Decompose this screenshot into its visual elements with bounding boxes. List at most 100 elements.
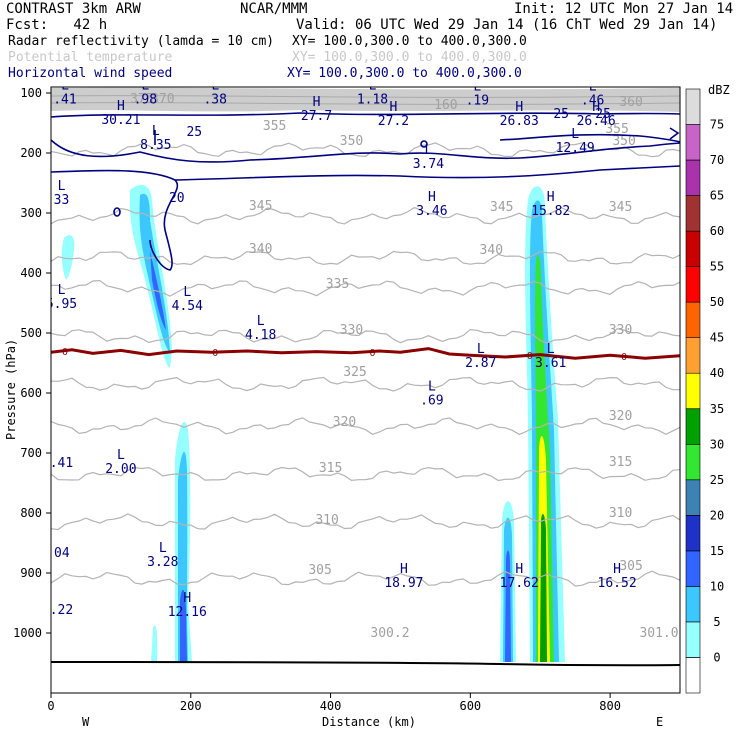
field-xy-3: XY= 100.0,300.0 to 400.0,300.0	[287, 66, 522, 81]
colorbar-swatch	[686, 267, 700, 303]
theta-label: 300.2	[370, 626, 409, 641]
theta-label: 325	[343, 365, 366, 380]
colorbar-label: 75	[710, 118, 724, 132]
colorbar-swatch	[686, 658, 700, 694]
extrema-value: .04	[46, 546, 70, 561]
x-axis-west-label: W	[82, 715, 90, 729]
plot-frame	[51, 87, 680, 693]
freezing-label: 0	[62, 347, 68, 358]
theta-label: 345	[609, 200, 632, 215]
extrema-value: 12.49	[556, 141, 595, 156]
wind-contour-arrow	[670, 128, 678, 139]
forecast-hour: Fcst: 42 h	[6, 17, 107, 33]
freezing-level-line	[51, 349, 680, 359]
extrema-letter: H	[390, 100, 398, 115]
colorbar-label: 25	[710, 473, 724, 487]
theta-label: 315	[609, 455, 632, 470]
colorbar-swatch	[686, 409, 700, 445]
colorbar-swatch	[686, 338, 700, 374]
extrema-letter: H	[400, 562, 408, 577]
freezing-label: 0	[369, 348, 375, 359]
terrain-line	[51, 662, 680, 665]
theta-label: 310	[315, 513, 338, 528]
theta-label: 310	[609, 506, 632, 521]
colorbar-label: 15	[710, 544, 724, 558]
colorbar-label: 60	[710, 224, 724, 238]
valid-time: Valid: 06 UTC Wed 29 Jan 14 (16 ChT Wed …	[296, 17, 717, 33]
x-tick-label: 200	[180, 699, 202, 713]
theta-label: 301.0	[639, 626, 678, 641]
extrema-letter: H	[592, 100, 600, 115]
theta-label: 355	[263, 119, 286, 134]
theta-label: 330	[340, 323, 363, 338]
extrema-letter: L	[424, 143, 432, 158]
theta-label: 320	[609, 409, 632, 424]
extrema-letter: H	[613, 562, 621, 577]
extrema-letter: H	[547, 190, 555, 205]
extrema-value: .41	[53, 92, 76, 107]
colorbar-swatch	[686, 622, 700, 658]
extrema-letter: L	[152, 124, 160, 139]
extrema-value: 3.61	[535, 356, 566, 371]
y-axis: 100 200 300 400 500 600 700 800 900 1000	[13, 86, 51, 640]
extrema-value: 17.62	[500, 576, 539, 591]
theta-label: 330	[609, 323, 632, 338]
colorbar-label: 35	[710, 402, 724, 416]
extrema-value: 2.87	[465, 356, 496, 371]
extrema-value: 4.18	[245, 328, 276, 343]
y-tick-label: 200	[20, 146, 42, 160]
colorbar-label: 40	[710, 366, 724, 380]
extrema-value: .19	[466, 94, 489, 109]
theta-contour-305	[51, 571, 680, 586]
extrema-value: 30.21	[101, 113, 140, 128]
extrema-value: 33	[54, 193, 70, 208]
theta-label: 340	[480, 243, 503, 258]
extrema-value: 15.82	[531, 204, 570, 219]
init-time: Init: 12 UTC Mon 27 Jan 14	[514, 1, 733, 17]
model-title: CONTRAST 3km ARW	[6, 1, 141, 17]
center-label: NCAR/MMM	[240, 1, 307, 17]
extrema-value: .41	[50, 456, 73, 471]
field-xy-2: XY= 100.0,300.0 to 400.0,300.0	[292, 50, 527, 65]
theta-label: 335	[326, 277, 349, 292]
colorbar-label: 20	[710, 508, 724, 522]
theta-contour-315	[51, 468, 680, 481]
extrema-letter: L	[477, 342, 485, 357]
freezing-label: 0	[621, 352, 627, 363]
extrema-value: 18.97	[384, 576, 423, 591]
extrema-value: 27.2	[378, 114, 409, 129]
wind-label: 25	[186, 125, 202, 140]
x-tick-label: 600	[459, 699, 481, 713]
extrema-value: 8.35	[140, 138, 171, 153]
colorbar-swatch	[686, 89, 700, 125]
x-tick-label: 0	[47, 699, 54, 713]
extrema-value: 12.16	[168, 605, 207, 620]
y-tick-label: 600	[20, 386, 42, 400]
field-name-1: Radar reflectivity (lamda = 10 cm)	[8, 34, 274, 49]
colorbar-label: 55	[710, 260, 724, 274]
freezing-label: 0	[527, 351, 533, 362]
extrema-value: 27.7	[301, 109, 332, 124]
extrema-value: .38	[203, 92, 226, 107]
y-tick-label: 800	[20, 506, 42, 520]
y-tick-label: 400	[20, 266, 42, 280]
extrema-value: .22	[50, 603, 73, 618]
extrema-letter: H	[515, 562, 523, 577]
extrema-value: 26.83	[500, 114, 539, 129]
colorbar-swatch	[686, 125, 700, 161]
extrema-letter: L	[58, 179, 66, 194]
theta-label: 345	[249, 199, 272, 214]
colorbar-swatch	[686, 480, 700, 516]
cross-section-figure: CONTRAST 3km ARW NCAR/MMM Init: 12 UTC M…	[0, 0, 740, 740]
theta-label: 305	[619, 559, 642, 574]
theta-label: 315	[319, 461, 342, 476]
x-axis-east-label: E	[656, 715, 663, 729]
field-xy-1: XY= 100.0,300.0 to 400.0,300.0	[292, 34, 527, 49]
theta-label: 340	[249, 242, 272, 257]
colorbar-swatch	[686, 231, 700, 267]
field-name-3: Horizontal wind speed	[8, 66, 172, 81]
colorbar-unit: dBZ	[708, 83, 730, 97]
theta-label: 350	[340, 134, 363, 149]
wind-label: 25	[553, 107, 569, 122]
extrema-letter: L	[257, 314, 265, 329]
